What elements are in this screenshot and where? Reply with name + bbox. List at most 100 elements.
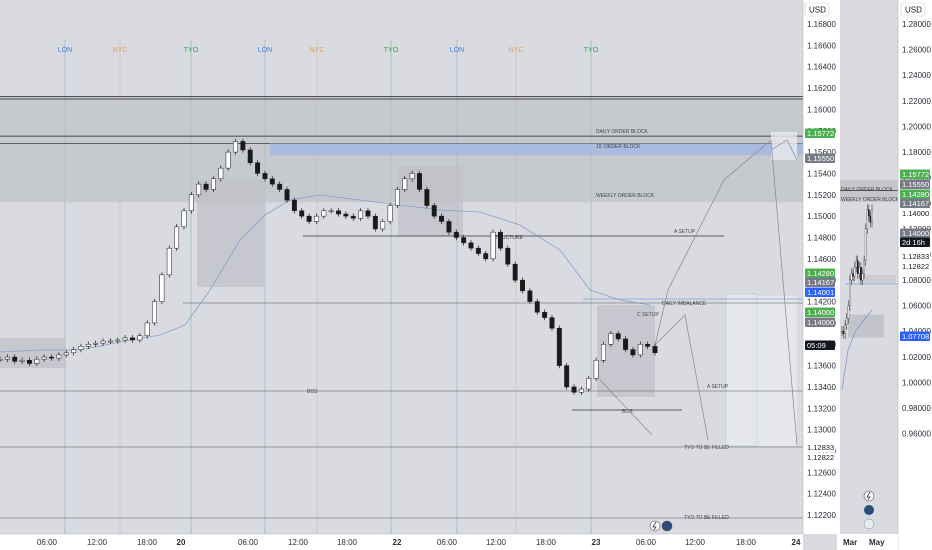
x-tick-label: 18:00 bbox=[137, 538, 158, 547]
side-y-tick-label: 1.28000 bbox=[902, 20, 931, 29]
side-currency-badge[interactable] bbox=[900, 2, 926, 17]
y-tick-label: 1.16400 bbox=[807, 63, 836, 72]
y-tick-label: 1.15600 bbox=[807, 148, 836, 157]
projection-path-up bbox=[654, 139, 772, 346]
candle-body bbox=[593, 360, 599, 379]
candle-body bbox=[358, 210, 364, 219]
side-price-badge-label: 1.14167 bbox=[902, 199, 929, 208]
side-price-badge bbox=[900, 189, 930, 199]
y-tick-label: 1.15400 bbox=[807, 169, 836, 178]
side-candle-body bbox=[861, 273, 864, 281]
candle-body bbox=[394, 189, 400, 206]
side-moving-average bbox=[841, 309, 873, 391]
y-tick-label: 1.16000 bbox=[807, 105, 836, 114]
level-note: BOS bbox=[307, 389, 318, 395]
side-candle-body bbox=[842, 331, 845, 334]
session-label-tyo: TYO bbox=[384, 47, 399, 54]
y-tick-label: 1.13600 bbox=[807, 362, 836, 371]
candle-body bbox=[549, 317, 555, 329]
time-axis[interactable] bbox=[0, 534, 803, 550]
side-y-tick-label: 1.24000 bbox=[902, 71, 931, 80]
candle-body bbox=[350, 215, 356, 219]
side-price-badge-label: 1.12833 bbox=[902, 252, 929, 261]
candle-body bbox=[12, 356, 18, 362]
side-flag-icon[interactable] bbox=[863, 518, 875, 530]
level-note: A SETUP bbox=[707, 384, 729, 390]
side-plot-area[interactable] bbox=[840, 0, 898, 534]
candle-body bbox=[166, 247, 172, 276]
x-tick-label: 18:00 bbox=[337, 538, 358, 547]
side-imbalance-box bbox=[858, 274, 896, 283]
side-x-tick-label: May bbox=[869, 538, 885, 547]
candle-body bbox=[328, 210, 334, 213]
currency-badge[interactable] bbox=[804, 2, 830, 17]
candle-body bbox=[475, 247, 481, 254]
candle-body bbox=[137, 335, 143, 341]
side-candle-body bbox=[871, 209, 873, 223]
y-tick-label: 1.16200 bbox=[807, 84, 836, 93]
candle-body bbox=[542, 311, 548, 318]
side-price-badge bbox=[900, 261, 930, 271]
side-price-badge-label: 1.14000 bbox=[902, 209, 929, 218]
candle-body bbox=[115, 339, 121, 342]
projection-path-c bbox=[770, 139, 798, 446]
x-tick-label: 18:00 bbox=[536, 538, 557, 547]
side-price-badge-label: 2d 16h bbox=[902, 238, 925, 247]
level-note: TYO TO BE FILLED bbox=[684, 515, 729, 521]
lightning-icon[interactable] bbox=[649, 520, 661, 532]
candle-body bbox=[19, 360, 25, 362]
candle-body bbox=[225, 151, 231, 169]
x-tick-label: 06:00 bbox=[37, 538, 58, 547]
side-lightning-icon[interactable] bbox=[863, 490, 875, 502]
y-tick-label: 1.12200 bbox=[807, 511, 836, 520]
candle-body bbox=[63, 352, 69, 356]
range-box bbox=[197, 180, 264, 287]
range-box bbox=[398, 166, 463, 236]
candle-body bbox=[41, 356, 47, 360]
y-tick-label: 1.16600 bbox=[807, 41, 836, 50]
range-box bbox=[597, 305, 655, 397]
candle-body bbox=[512, 263, 518, 281]
x-tick-label: 23 bbox=[592, 538, 601, 547]
candle-body bbox=[571, 386, 577, 393]
price-badge-label: 1.14000 bbox=[807, 318, 834, 327]
event-icon[interactable] bbox=[661, 520, 673, 532]
side-zone-label: DAILY ORDER BLOCK bbox=[841, 187, 893, 193]
candle-body bbox=[130, 337, 135, 341]
candle-body bbox=[380, 221, 386, 230]
side-event-icon[interactable] bbox=[864, 505, 874, 515]
range-box bbox=[0, 338, 65, 368]
candle-body bbox=[71, 349, 77, 354]
side-candle-body bbox=[849, 279, 851, 306]
side-candle-body bbox=[852, 273, 854, 277]
price-badge bbox=[805, 277, 835, 287]
side-candle-body bbox=[867, 209, 870, 217]
candle-body bbox=[247, 149, 253, 164]
side-candle-body bbox=[844, 324, 847, 334]
candle-body bbox=[269, 178, 275, 185]
side-candle-body bbox=[858, 267, 861, 274]
side-price-axis[interactable] bbox=[898, 0, 932, 550]
side-price-badge-label: 1.15550 bbox=[902, 180, 929, 189]
candle-body bbox=[26, 360, 32, 364]
side-candle-body bbox=[855, 260, 858, 268]
main-plot-area[interactable] bbox=[0, 0, 803, 534]
candle-body bbox=[291, 199, 297, 212]
pane-separator[interactable] bbox=[837, 0, 840, 550]
y-tick-label: 1.13000 bbox=[807, 426, 836, 435]
side-price-badge-label: 1.14280 bbox=[902, 190, 929, 199]
side-candle-body bbox=[853, 267, 856, 277]
side-time-axis[interactable] bbox=[840, 534, 898, 550]
level-note: BOS bbox=[622, 409, 633, 415]
candle-body bbox=[424, 189, 430, 206]
candle-body bbox=[527, 290, 533, 302]
side-y-tick-label: 1.00000 bbox=[902, 378, 931, 387]
price-badge bbox=[805, 268, 835, 278]
session-label-nyc: NYC bbox=[509, 47, 524, 54]
candle-body bbox=[637, 344, 643, 356]
level-note: TYO TO BE FILLED bbox=[684, 445, 729, 451]
session-label-lon: LON bbox=[58, 47, 72, 54]
candle-body bbox=[615, 333, 621, 340]
candle-body bbox=[262, 173, 268, 180]
